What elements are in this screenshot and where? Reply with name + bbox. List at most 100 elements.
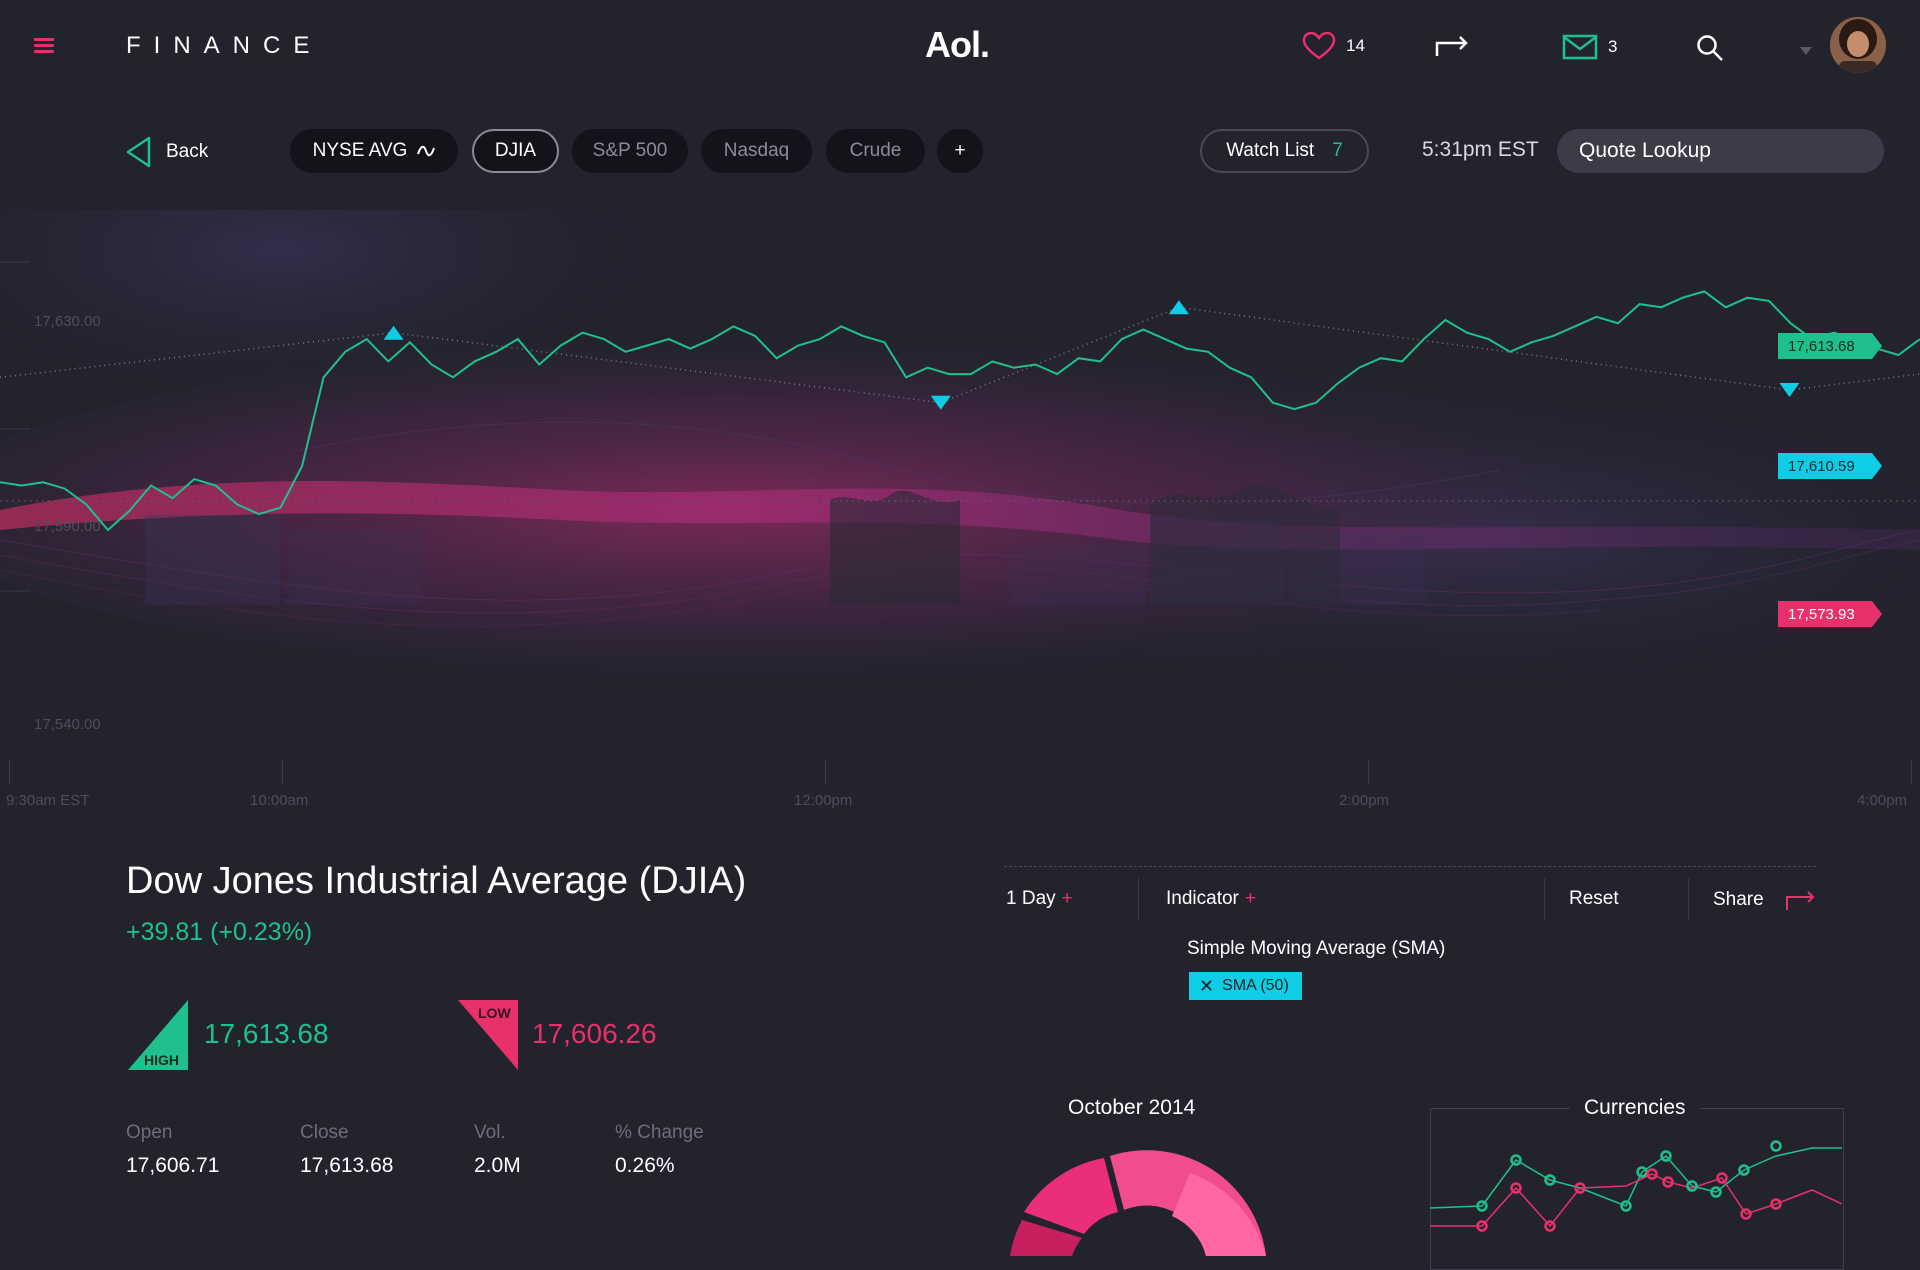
- favorites-button[interactable]: 14: [1302, 32, 1365, 60]
- sma-heading: Simple Moving Average (SMA): [1187, 938, 1446, 959]
- marker-layer: [383, 300, 1800, 410]
- x-tick-label: 9:30am EST: [6, 792, 90, 809]
- stat-value-close: 17,613.68: [300, 1154, 394, 1177]
- stat-label-close: Close: [300, 1122, 349, 1143]
- tab-sp500[interactable]: S&P 500: [572, 129, 688, 173]
- x-tick-label: 12:00pm: [794, 792, 853, 809]
- plus-icon: +: [1061, 888, 1073, 909]
- close-icon[interactable]: ✕: [1199, 975, 1215, 996]
- stat-value-open: 17,606.71: [126, 1154, 220, 1177]
- favorites-count: 14: [1346, 36, 1365, 55]
- trendline-layer: [0, 306, 1920, 404]
- index-title: Dow Jones Industrial Average (DJIA): [126, 860, 747, 902]
- market-time: 5:31pm EST: [1422, 138, 1539, 161]
- tab-label: NYSE AVG: [312, 140, 408, 161]
- marker-up-triangle[interactable]: [383, 325, 404, 340]
- october-donut-chart[interactable]: [1000, 1140, 1280, 1256]
- mail-count: 3: [1608, 37, 1618, 56]
- add-tab-button[interactable]: +: [937, 129, 983, 173]
- marker-up-triangle[interactable]: [1168, 300, 1189, 315]
- y-tick-label: 17,630.00: [34, 313, 101, 330]
- sma-trendline: [0, 306, 1920, 404]
- october-title: October 2014: [1068, 1096, 1196, 1119]
- reset-button[interactable]: Reset: [1569, 888, 1619, 910]
- currencies-chart[interactable]: [1430, 1130, 1842, 1256]
- plus-icon: +: [1244, 888, 1256, 909]
- high-value: 17,613.68: [204, 1018, 329, 1049]
- stat-value-pct-change: 0.26%: [615, 1154, 675, 1177]
- price-line: [0, 290, 1920, 532]
- stat-value-volume: 2.0M: [474, 1154, 521, 1177]
- tab-crude[interactable]: Crude: [826, 129, 925, 173]
- heart-icon: [1302, 32, 1336, 60]
- tab-label: S&P 500: [592, 140, 668, 161]
- index-change: +39.81 (+0.23%): [126, 918, 313, 946]
- divider: [1138, 878, 1139, 920]
- quote-lookup-input[interactable]: [1557, 129, 1884, 173]
- x-tick-label: 2:00pm: [1339, 792, 1390, 809]
- price-tag-value: 17,573.93: [1788, 605, 1855, 623]
- share-arrow-icon: [1785, 891, 1815, 910]
- low-badge-label: LOW: [478, 1005, 511, 1021]
- low-badge: LOW: [458, 1000, 518, 1070]
- user-avatar[interactable]: [1830, 17, 1886, 73]
- x-tick: [1368, 760, 1369, 784]
- range-button[interactable]: 1 Day +: [1006, 888, 1073, 910]
- stat-label-pct-change: % Change: [615, 1122, 704, 1143]
- low-value: 17,606.26: [532, 1018, 657, 1049]
- high-badge: HIGH: [128, 1000, 188, 1070]
- x-tick-label: 10:00am: [250, 792, 309, 809]
- chevron-down-icon[interactable]: [1800, 42, 1812, 60]
- tab-label: DJIA: [494, 140, 537, 161]
- marker-down-triangle[interactable]: [930, 395, 951, 410]
- back-button[interactable]: Back: [124, 136, 208, 168]
- price-tag-sma: 17,610.59: [1778, 453, 1882, 479]
- app-brand: FINANCE: [126, 32, 323, 59]
- back-label: Back: [166, 141, 209, 162]
- sma-chip-label: SMA (50): [1222, 977, 1289, 994]
- tab-nyse-avg[interactable]: NYSE AVG: [290, 129, 458, 173]
- wave-icon: [417, 145, 436, 157]
- tab-djia[interactable]: DJIA: [472, 129, 559, 173]
- range-label: 1 Day: [1006, 888, 1056, 909]
- x-tick-label: 4:00pm: [1857, 792, 1908, 809]
- price-tag-high: 17,613.68: [1778, 333, 1882, 359]
- x-tick: [1911, 760, 1912, 784]
- mail-icon: [1562, 34, 1598, 60]
- x-tick: [825, 760, 826, 784]
- sma-chip[interactable]: ✕ SMA (50): [1189, 972, 1302, 1000]
- marker-down-triangle[interactable]: [1779, 383, 1800, 397]
- price-tag-value: 17,610.59: [1788, 457, 1855, 475]
- share-button[interactable]: Share: [1713, 888, 1818, 912]
- chart-background-glow: [0, 210, 1920, 700]
- indicator-label: Indicator: [1166, 888, 1239, 909]
- indicator-button[interactable]: Indicator +: [1166, 888, 1256, 910]
- x-tick: [282, 760, 283, 784]
- share-label: Share: [1713, 889, 1764, 910]
- back-arrow-icon: [126, 136, 151, 168]
- search-icon[interactable]: [1696, 34, 1724, 67]
- djia-intraday-chart[interactable]: [0, 210, 1920, 770]
- y-tick-label: 17,540.00: [34, 716, 101, 733]
- reset-label: Reset: [1569, 888, 1619, 909]
- price-tag-value: 17,613.68: [1788, 337, 1855, 355]
- share-icon[interactable]: [1434, 32, 1470, 63]
- tab-nasdaq[interactable]: Nasdaq: [701, 129, 812, 173]
- currencies-title: Currencies: [1570, 1096, 1700, 1120]
- stat-label-volume: Vol.: [474, 1122, 506, 1143]
- mail-button[interactable]: 3: [1562, 34, 1617, 60]
- plus-icon: +: [954, 140, 966, 161]
- divider: [1688, 878, 1689, 920]
- controls-divider: [1004, 866, 1816, 867]
- aol-logo[interactable]: Aol.: [925, 24, 990, 65]
- watchlist-button[interactable]: Watch List 7: [1200, 129, 1369, 173]
- high-badge-label: HIGH: [144, 1052, 179, 1068]
- y-tick-label: 17,590.00: [34, 518, 101, 535]
- watchlist-count: 7: [1332, 140, 1343, 161]
- watchlist-label: Watch List: [1226, 140, 1315, 161]
- x-tick: [9, 760, 10, 784]
- price-tag-base: 17,573.93: [1778, 601, 1882, 627]
- menu-icon[interactable]: [34, 38, 54, 54]
- tab-label: Crude: [849, 140, 902, 161]
- stat-label-open: Open: [126, 1122, 173, 1143]
